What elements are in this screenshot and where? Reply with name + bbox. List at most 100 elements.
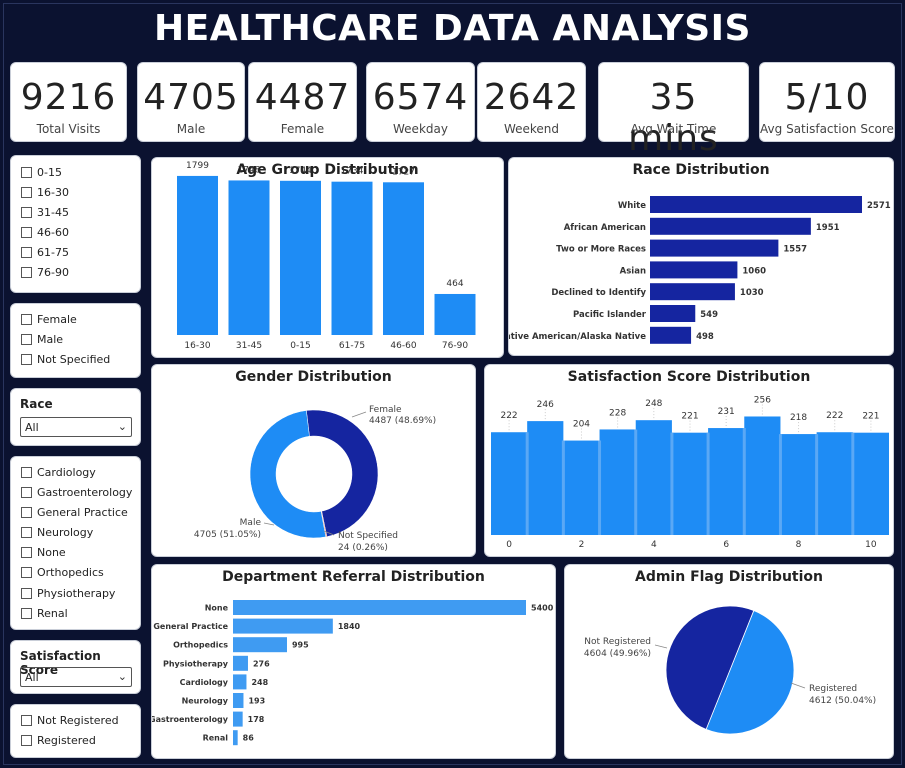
kpi-female: 4487 Female [248, 62, 357, 142]
leader-line [351, 411, 367, 418]
satisfaction-data-label: 222 [826, 411, 843, 421]
age-tick-label: 61-75 [339, 341, 365, 351]
gender-slice-label: Female [369, 405, 402, 415]
checkbox[interactable] [21, 487, 32, 498]
checkbox[interactable] [21, 267, 32, 278]
gender-option-not-specified[interactable]: Not Specified [21, 353, 110, 366]
department-data-label: 86 [243, 734, 255, 743]
age-bar [177, 175, 218, 335]
checkbox[interactable] [21, 715, 32, 726]
age-bar [331, 181, 373, 335]
race-category-label: White [618, 201, 646, 211]
leader-line [654, 644, 668, 649]
age-option-46-60[interactable]: 46-60 [21, 226, 69, 239]
department-category-label: Gastroenterology [152, 715, 229, 724]
checkbox[interactable] [21, 735, 32, 746]
checkbox[interactable] [21, 588, 32, 599]
admin-slice-value: 4612 (50.04%) [809, 696, 876, 706]
dept-option-renal[interactable]: Renal [21, 607, 68, 620]
age-option-0-15[interactable]: 0-15 [21, 166, 62, 179]
race-data-label: 1951 [816, 223, 840, 233]
dept-option-general-practice[interactable]: General Practice [21, 506, 128, 519]
checkbox[interactable] [21, 467, 32, 478]
department-data-label: 248 [251, 678, 268, 687]
chart-title: Gender Distribution [235, 369, 392, 385]
satisfaction-data-label: 221 [681, 412, 698, 422]
dept-option-neurology[interactable]: Neurology [21, 526, 93, 539]
race-bar [650, 305, 696, 322]
chevron-down-icon[interactable]: ⌄ [117, 420, 127, 433]
satisfaction-tick-label: 4 [651, 540, 657, 550]
admin-chart-svg: Registered 4612 (50.04%) Not Registered 460… [584, 605, 876, 735]
chart-title: Satisfaction Score Distribution [567, 369, 811, 385]
dept-option-gastroenterology[interactable]: Gastroenterology [21, 486, 132, 499]
checkbox[interactable] [21, 354, 32, 365]
race-chart: Race Distribution White 2571 African Ameri… [508, 157, 894, 356]
checkbox[interactable] [21, 227, 32, 238]
race-data-label: 498 [696, 332, 714, 342]
admin-option-not-registered[interactable]: Not Registered [21, 714, 119, 727]
satisfaction-data-label: 231 [718, 407, 735, 417]
gender-option-female[interactable]: Female [21, 313, 77, 326]
department-bar [233, 618, 333, 634]
race-category-label: Native American/Alaska Native [509, 332, 646, 342]
admin-flag-chart: Admin Flag Distribution Registered 4612 (… [564, 564, 894, 759]
dept-option-orthopedics[interactable]: Orthopedics [21, 566, 104, 579]
department-chart: Department Referral Distribution None 540… [151, 564, 556, 759]
satisfaction-area-segment [635, 420, 672, 535]
kpi-label: Male [176, 122, 206, 136]
age-tick-label: 0-15 [290, 341, 310, 351]
option-label: Gastroenterology [37, 486, 133, 499]
checkbox[interactable] [21, 167, 32, 178]
checkbox[interactable] [21, 527, 32, 538]
gender-option-male[interactable]: Male [21, 333, 63, 346]
checkbox[interactable] [21, 247, 32, 258]
satisfaction-tick-label: 0 [506, 540, 512, 550]
department-bar [233, 637, 287, 653]
checkbox[interactable] [21, 547, 32, 558]
kpi-label: Avg Wait Time [630, 122, 717, 136]
department-bar [233, 655, 248, 671]
race-dropdown[interactable]: All ⌄ [20, 417, 132, 437]
age-option-16-30[interactable]: 16-30 [21, 186, 69, 199]
chart-title: Admin Flag Distribution [634, 569, 823, 585]
dept-option-physiotherapy[interactable]: Physiotherapy [21, 587, 115, 600]
satisfaction-data-label: 228 [609, 408, 626, 418]
age-group-slicer: 0-15 16-30 31-45 46-60 61-75 76-90 [10, 155, 141, 293]
checkbox[interactable] [21, 334, 32, 345]
leader-line [263, 522, 275, 526]
checkbox[interactable] [21, 207, 32, 218]
department-category-label: Physiotherapy [163, 659, 229, 668]
admin-option-registered[interactable]: Registered [21, 734, 96, 747]
age-option-31-45[interactable]: 31-45 [21, 206, 69, 219]
department-category-label: None [205, 604, 229, 613]
kpi-value: 4487 [254, 77, 351, 118]
race-bar [650, 196, 862, 213]
dept-option-cardiology[interactable]: Cardiology [21, 466, 96, 479]
satisfaction-tick-label: 2 [579, 540, 585, 550]
checkbox[interactable] [21, 608, 32, 619]
checkbox[interactable] [21, 314, 32, 325]
race-bar [650, 261, 738, 279]
satisfaction-tick-label: 8 [796, 540, 802, 550]
admin-slice-label: Not Registered [584, 637, 651, 647]
department-bar [233, 693, 244, 708]
dept-option-none[interactable]: None [21, 546, 66, 559]
chart-title: Department Referral Distribution [222, 569, 485, 585]
age-group-chart: Age Group Distribution 1799 16-30 1748 31-4… [151, 157, 504, 358]
satisfaction-slicer: Satisfaction Score All ⌄ [10, 640, 141, 694]
checkbox[interactable] [21, 507, 32, 518]
age-bar [228, 180, 270, 335]
satisfaction-area-segment [491, 432, 528, 535]
chevron-down-icon[interactable]: ⌄ [117, 670, 127, 683]
option-label: Not Specified [37, 353, 111, 366]
checkbox[interactable] [21, 187, 32, 198]
satisfaction-dropdown[interactable]: All ⌄ [20, 667, 132, 687]
race-bar [650, 239, 779, 257]
satisfaction-slicer-title: Satisfaction Score [20, 649, 101, 677]
age-option-76-90[interactable]: 76-90 [21, 266, 69, 279]
age-option-61-75[interactable]: 61-75 [21, 246, 69, 259]
gender-slice-value: 4705 (51.05%) [194, 530, 261, 540]
checkbox[interactable] [21, 567, 32, 578]
satisfaction-area-segment [527, 421, 564, 535]
